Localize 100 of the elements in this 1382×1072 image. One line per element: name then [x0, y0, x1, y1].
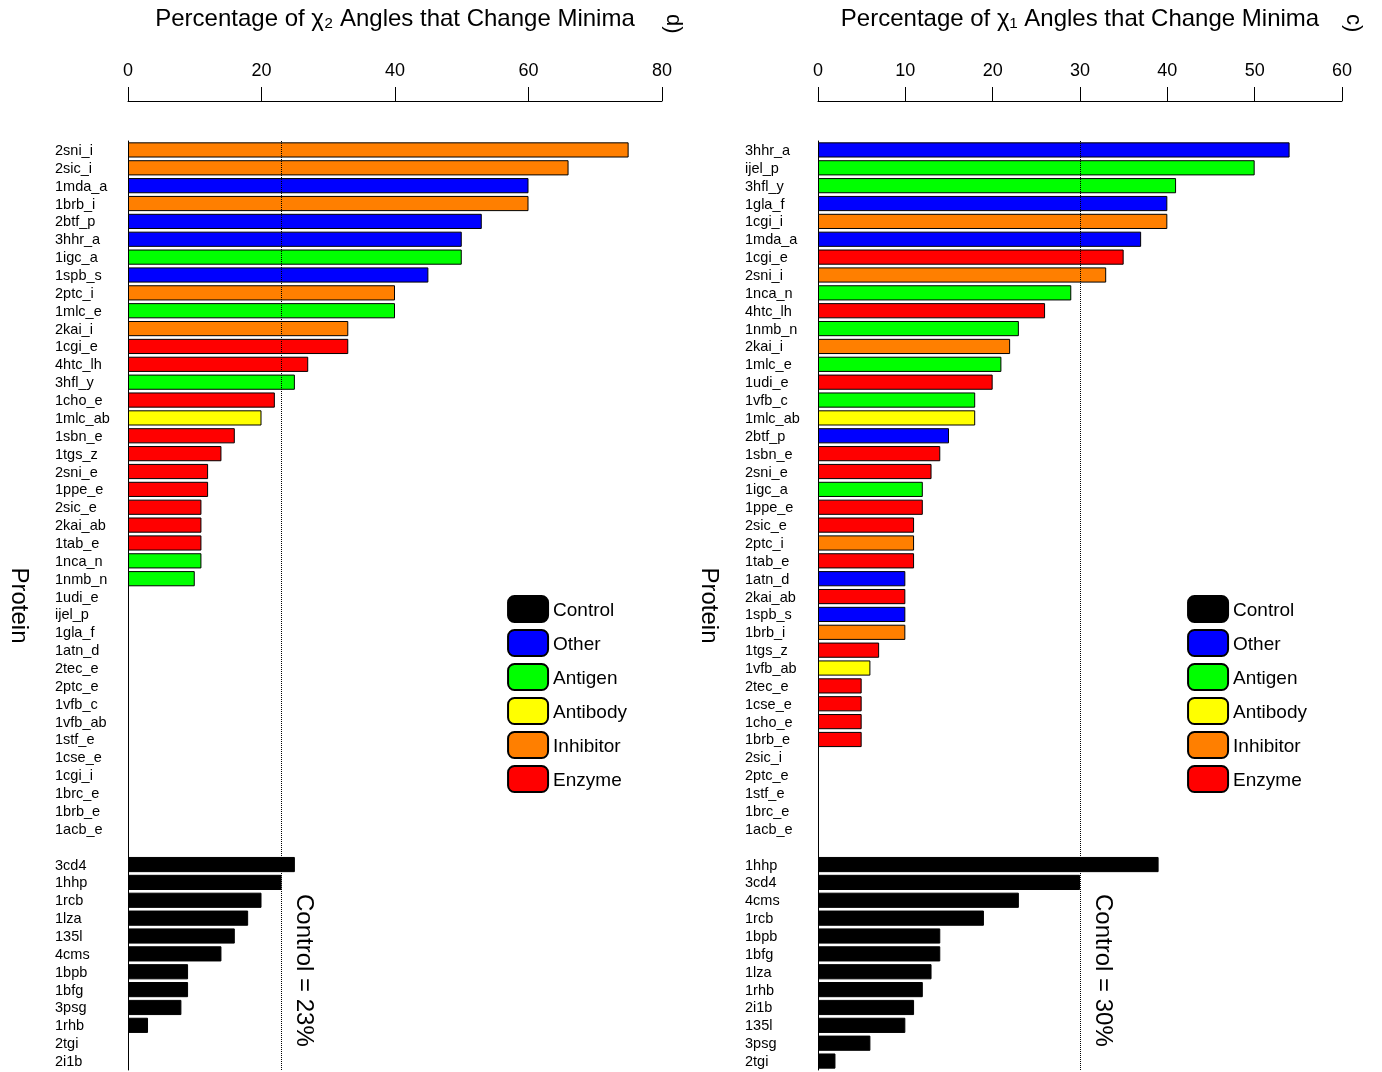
y-tick-label: 1mda_a	[55, 177, 109, 194]
y-tick-label: 3hhr_a	[745, 141, 792, 158]
x-tick-label: 0	[812, 60, 824, 80]
y-tick-label: 135l	[745, 1017, 773, 1034]
y-tick-label: 2sni_i	[745, 266, 783, 283]
y-tick-label: 2sic_i	[55, 159, 93, 176]
y-tick-label: 1sbn_e	[55, 427, 103, 444]
y-tick-label: 3hfl_y	[745, 177, 785, 194]
y-tick-label: 2sni_e	[745, 463, 788, 480]
y-tick-label: 4cms	[55, 945, 90, 962]
legend-label: Antibody	[1233, 700, 1308, 722]
y-tick-label: 1hhp	[745, 856, 778, 873]
y-tick-label: 1acb_e	[745, 820, 793, 837]
y-tick-label: 1bfg	[55, 981, 84, 998]
x-tick-label: 20	[982, 60, 1003, 80]
y-tick-label: 1tgs_z	[55, 445, 98, 462]
y-tick-label: 1nmb_n	[55, 570, 108, 587]
y-tick-label: 1tab_e	[55, 534, 100, 551]
y-tick-label: 4cms	[745, 892, 780, 909]
legend-label: Antigen	[1233, 666, 1298, 688]
legend-label: Control	[1233, 598, 1295, 620]
x-tick-label: 20	[251, 60, 272, 80]
y-tick-label: 2kai_i	[55, 320, 93, 337]
y-tick-label: 1cse_e	[745, 695, 792, 712]
y-tick-label: 2kai_ab	[55, 517, 106, 534]
y-tick-label: 2ptc_e	[745, 767, 789, 784]
y-axis-title: Protein	[6, 567, 34, 644]
y-tick-label: 1rhb	[55, 1017, 85, 1034]
y-tick-label: 1igc_a	[55, 249, 99, 266]
y-tick-label: 2i1b	[55, 1053, 83, 1070]
y-tick-label: 1rhb	[745, 981, 775, 998]
y-axis-title: Protein	[696, 567, 724, 644]
y-tick-label: 1gla_f	[745, 195, 786, 212]
x-tick-label: 40	[384, 60, 406, 80]
y-tick-label: 1hhp	[55, 874, 88, 891]
x-axis-title: Percentage of χ₁ Angles that Change Minima	[840, 3, 1320, 31]
y-tick-label: 1udi_e	[745, 374, 789, 391]
y-tick-label: 3hhr_a	[55, 231, 102, 248]
legend-label: Other	[553, 632, 602, 654]
y-tick-label: 135l	[55, 928, 83, 945]
x-tick-label: 50	[1244, 60, 1265, 80]
y-tick-label: 2ptc_i	[745, 534, 784, 551]
y-tick-label: 2btf_p	[55, 213, 96, 230]
y-tick-label: 1bpb	[55, 963, 88, 980]
y-tick-label: 1spb_s	[745, 606, 792, 623]
ref-line-label: Control = 30%	[1090, 894, 1118, 1047]
y-tick-label: 3psg	[55, 999, 87, 1016]
y-tick-label: ijel_p	[55, 606, 89, 623]
y-tick-label: 2kai_ab	[745, 588, 796, 605]
y-tick-label: 1rcb	[55, 892, 84, 909]
y-tick-label: 1cgi_e	[55, 338, 98, 355]
y-tick-label: 1mlc_ab	[745, 409, 800, 426]
y-tick-label: 1udi_e	[55, 588, 99, 605]
y-tick-label: 1stf_e	[55, 731, 95, 748]
text: c)	[1341, 14, 1367, 33]
y-tick-label: 4htc_lh	[55, 356, 102, 373]
legend-label: Inhibitor	[553, 734, 622, 756]
x-tick-label: 0	[122, 60, 134, 80]
y-tick-label: 1mlc_ab	[55, 409, 110, 426]
y-tick-label: 2sni_i	[55, 141, 93, 158]
y-tick-label: 1mlc_e	[745, 356, 792, 373]
y-tick-label: 1brc_e	[55, 785, 100, 802]
y-tick-label: 1nca_n	[745, 284, 793, 301]
y-tick-label: 1brc_e	[745, 802, 790, 819]
y-tick-label: 2sic_e	[55, 499, 97, 516]
y-tick-label: ijel_p	[745, 159, 779, 176]
legend-label: Control	[553, 598, 615, 620]
y-tick-label: 1nca_n	[55, 552, 103, 569]
y-tick-label: 1stf_e	[745, 785, 785, 802]
y-tick-label: 3psg	[745, 1035, 777, 1052]
y-tick-label: 2sni_e	[55, 463, 98, 480]
y-tick-label: 1ppe_e	[745, 499, 794, 516]
x-tick-label: 10	[895, 60, 916, 80]
y-tick-label: 1tab_e	[745, 552, 790, 569]
legend-label: Inhibitor	[1233, 734, 1302, 756]
y-tick-label: 1brb_e	[745, 731, 791, 748]
legend-label: Other	[1233, 632, 1282, 654]
y-tick-label: 3cd4	[745, 874, 777, 891]
x-tick-label: 30	[1069, 60, 1091, 80]
y-tick-label: 1bpb	[745, 928, 778, 945]
y-tick-label: 2tgi	[55, 1035, 79, 1052]
x-tick-label: 60	[1331, 60, 1353, 80]
x-tick-label: 80	[651, 60, 673, 80]
y-tick-label: 4htc_lh	[745, 302, 792, 319]
legend-label: Antibody	[553, 700, 628, 722]
y-tick-label: 1gla_f	[55, 624, 96, 641]
y-tick-label: 1cgi_e	[745, 249, 788, 266]
y-tick-label: 1cgi_i	[55, 767, 93, 784]
y-tick-label: 1brb_i	[55, 195, 96, 212]
y-tick-label: 2ptc_e	[55, 677, 99, 694]
y-tick-label: 2tec_e	[55, 660, 99, 677]
y-tick-label: 3cd4	[55, 856, 87, 873]
legend-label: Enzyme	[553, 768, 622, 790]
y-tick-label: 2kai_i	[745, 338, 783, 355]
y-tick-label: 3hfl_y	[55, 374, 95, 391]
y-tick-label: 1ppe_e	[55, 481, 104, 498]
y-tick-label: 1spb_s	[55, 266, 102, 283]
y-tick-label: 1cho_e	[55, 392, 103, 409]
y-tick-label: 1vfb_c	[745, 392, 788, 409]
y-tick-label: 2sic_i	[745, 749, 783, 766]
